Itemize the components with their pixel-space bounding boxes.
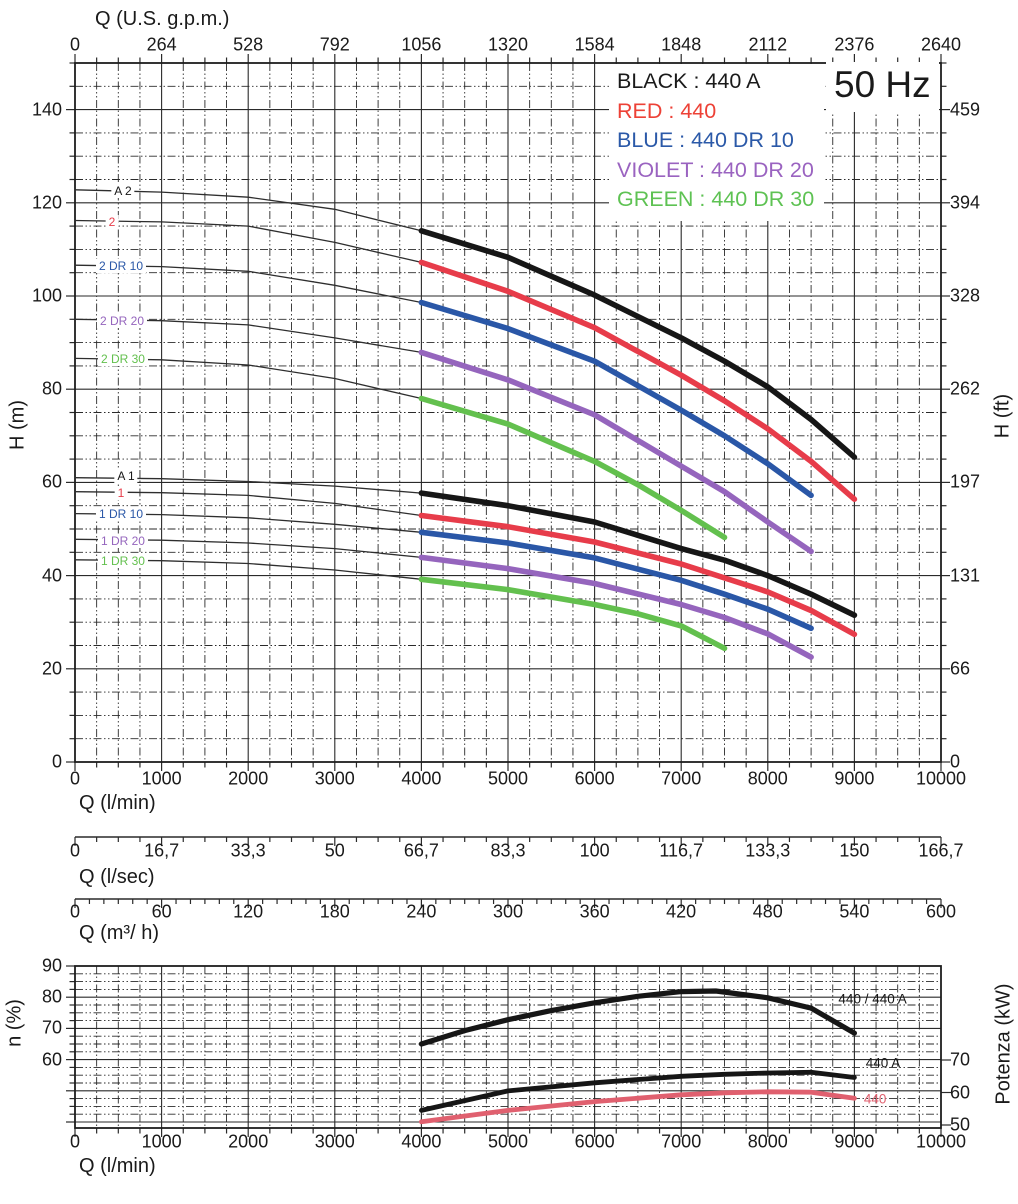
lmin-axis-title: Q (l/min) — [79, 792, 156, 814]
legend-entry-green: GREEN : 440 DR 30 — [617, 187, 815, 211]
legend-entry-violet: VIOLET : 440 DR 20 — [617, 157, 814, 182]
potenza-axis-title: Potenza (kW) — [992, 983, 1015, 1105]
m3h-axis-title: Q (m³/ h) — [79, 922, 159, 944]
legend-entry-red: RED : 440 — [617, 98, 717, 123]
legend: BLACK : 440 A RED : 440 BLUE : 440 DR 10… — [609, 64, 825, 221]
lsec-axis-title: Q (l/sec) — [79, 866, 155, 888]
legend-entry-black: BLACK : 440 A — [617, 69, 761, 93]
gpm-axis-title: Q (U.S. g.p.m.) — [95, 8, 230, 30]
n-percent-axis-title: n (%) — [3, 999, 26, 1047]
h-ft-axis-title: H (ft) — [991, 393, 1014, 439]
legend-entry-blue: BLUE : 440 DR 10 — [617, 128, 794, 152]
bottom-lmin-axis-title: Q (l/min) — [79, 1155, 156, 1177]
h-m-axis-title: H (m) — [6, 400, 29, 450]
frequency-label: 50 Hz — [826, 62, 939, 112]
